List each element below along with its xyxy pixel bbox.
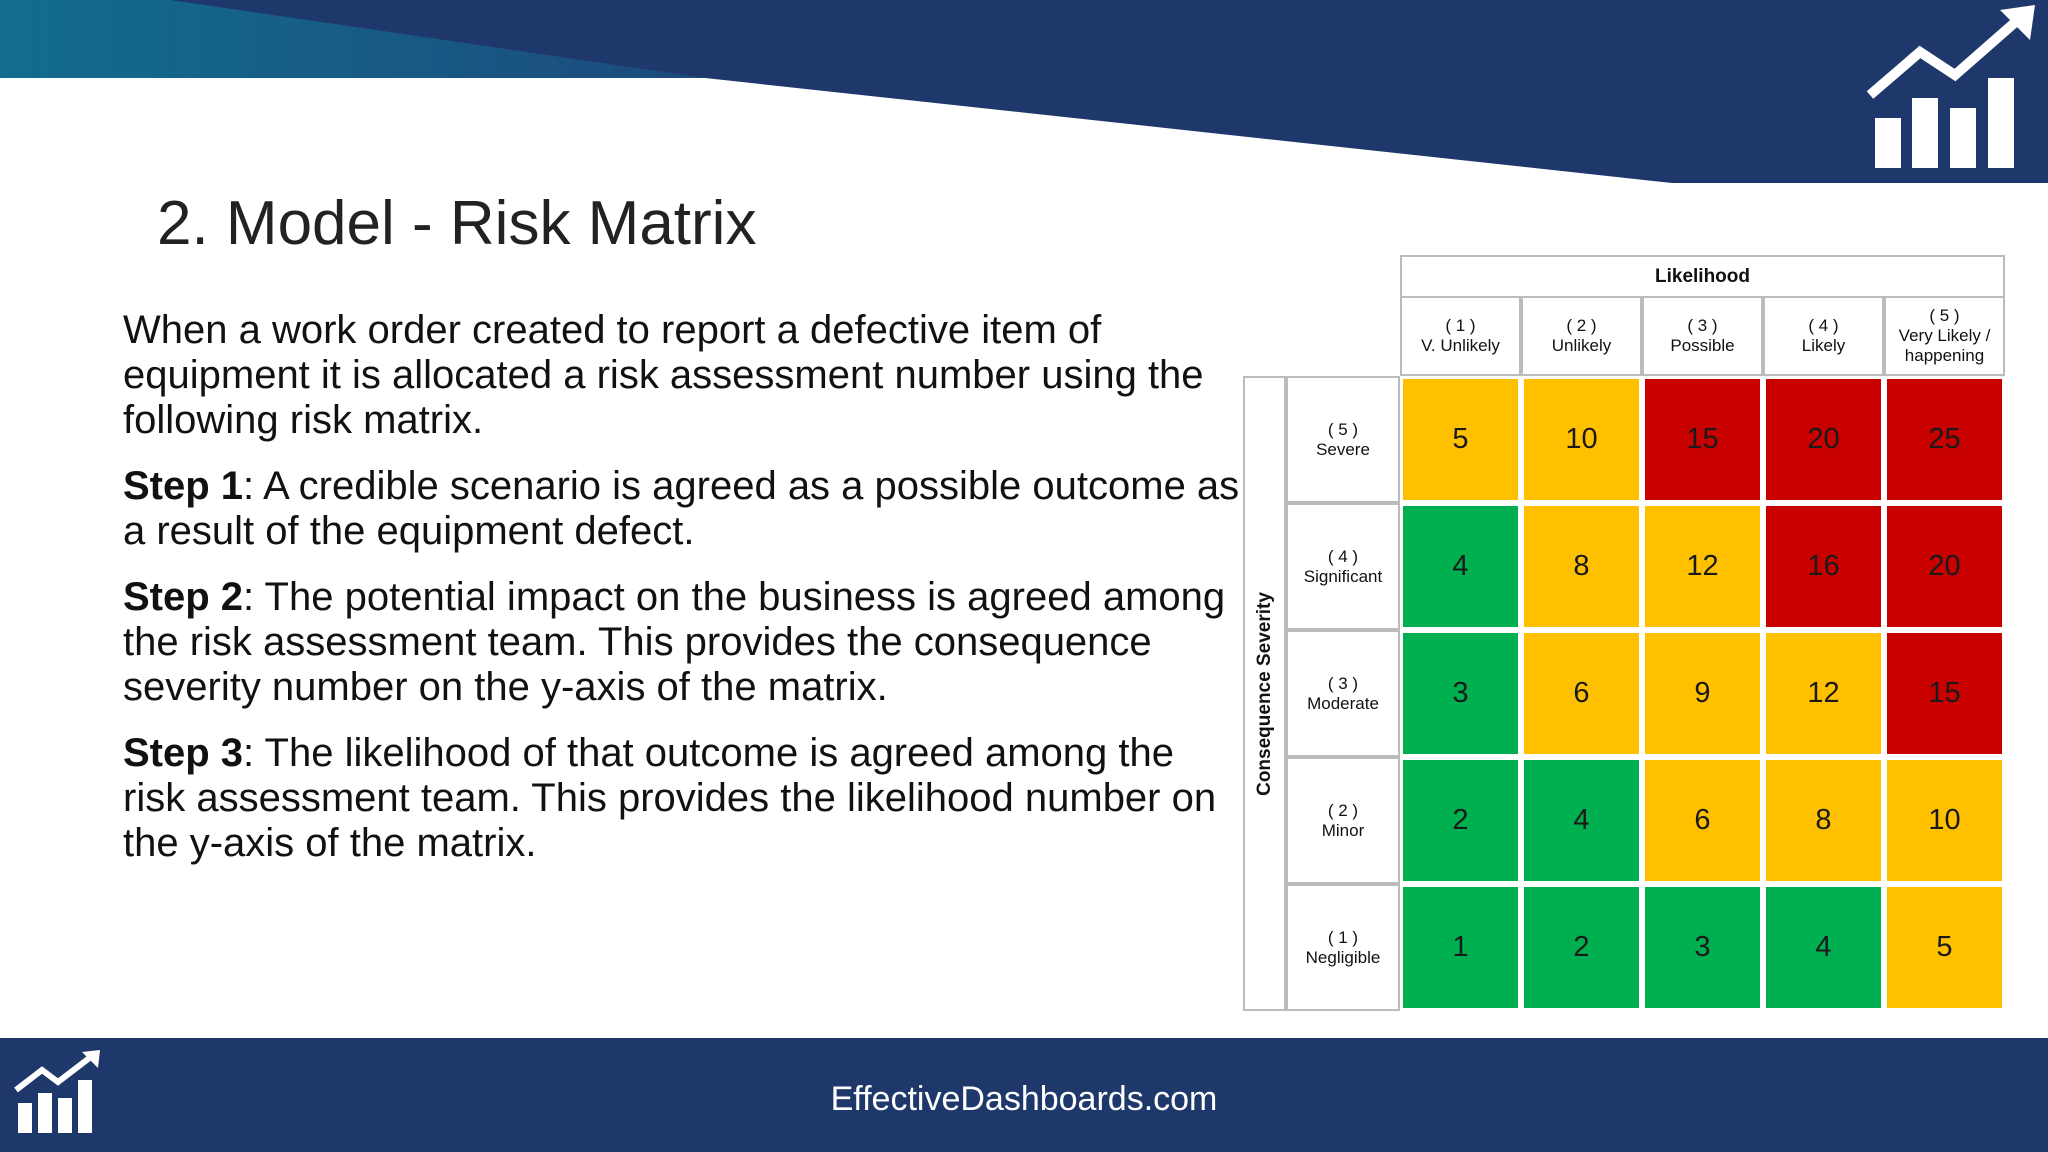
row-name: Minor	[1321, 820, 1365, 840]
row-number: ( 1 )	[1327, 927, 1359, 947]
risk-cell: 16	[1763, 503, 1884, 630]
column-number: ( 2 )	[1566, 316, 1597, 335]
column-number: ( 5 )	[1929, 306, 1960, 325]
risk-cell: 15	[1642, 376, 1763, 503]
step-label: Step 3	[123, 731, 244, 775]
row-name: Negligible	[1305, 947, 1381, 967]
column-name: Likely	[1801, 336, 1846, 355]
paragraph: Step 3: The likelihood of that outcome i…	[123, 731, 1243, 866]
row-name: Significant	[1303, 566, 1383, 586]
risk-cell: 1	[1400, 884, 1521, 1011]
paragraph: Step 2: The potential impact on the busi…	[123, 575, 1243, 710]
risk-cell: 2	[1521, 884, 1642, 1011]
row-label: ( 3 ) Moderate	[1286, 630, 1400, 757]
paragraph: When a work order created to report a de…	[123, 308, 1243, 443]
risk-cell: 3	[1642, 884, 1763, 1011]
row-label: ( 1 ) Negligible	[1286, 884, 1400, 1011]
step-label: Step 1	[123, 464, 244, 508]
risk-cell: 8	[1763, 757, 1884, 884]
column-number: ( 4 )	[1808, 316, 1839, 335]
risk-cell: 9	[1642, 630, 1763, 757]
risk-cell: 4	[1763, 884, 1884, 1011]
risk-cell: 8	[1521, 503, 1642, 630]
row-header-box: Consequence Severity	[1243, 376, 1286, 1011]
risk-cell: 5	[1884, 884, 2005, 1011]
footer-bar	[0, 1038, 2048, 1152]
column-label: ( 2 ) Unlikely	[1521, 296, 1642, 376]
row-number: ( 4 )	[1327, 546, 1359, 566]
header-banner	[0, 0, 2048, 183]
row-header: Consequence Severity	[1253, 591, 1275, 796]
row-name: Moderate	[1307, 693, 1379, 713]
risk-cell: 3	[1400, 630, 1521, 757]
paragraph-text: : The potential impact on the business i…	[123, 575, 1226, 709]
column-label: ( 1 ) V. Unlikely	[1400, 296, 1521, 376]
risk-cell: 25	[1884, 376, 2005, 503]
row-label: ( 4 ) Significant	[1286, 503, 1400, 630]
slide-title: 2. Model - Risk Matrix	[157, 189, 757, 258]
column-name: V. Unlikely	[1421, 336, 1500, 355]
row-number: ( 3 )	[1327, 673, 1359, 693]
risk-cell: 6	[1642, 757, 1763, 884]
row-label: ( 5 ) Severe	[1286, 376, 1400, 503]
column-name: Possible	[1670, 336, 1735, 355]
row-name: Severe	[1316, 439, 1370, 459]
risk-cell: 20	[1763, 376, 1884, 503]
column-label: ( 4 ) Likely	[1763, 296, 1884, 376]
risk-cell: 5	[1400, 376, 1521, 503]
column-number: ( 1 )	[1445, 316, 1476, 335]
row-number: ( 2 )	[1327, 800, 1359, 820]
row-number: ( 5 )	[1327, 419, 1359, 439]
footer-logo	[14, 1050, 100, 1133]
risk-cell: 2	[1400, 757, 1521, 884]
footer-text: EffectiveDashboards.com	[830, 1080, 1218, 1118]
risk-cell: 12	[1642, 503, 1763, 630]
column-header: Likelihood	[1400, 255, 2005, 298]
column-label: ( 5 ) Very Likely / happening	[1884, 296, 2005, 376]
risk-cell: 20	[1884, 503, 2005, 630]
risk-cell: 6	[1521, 630, 1642, 757]
risk-cell: 4	[1400, 503, 1521, 630]
risk-cell: 4	[1521, 757, 1642, 884]
body-text: When a work order created to report a de…	[123, 308, 1243, 887]
step-label: Step 2	[123, 575, 244, 619]
column-label: ( 3 ) Possible	[1642, 296, 1763, 376]
risk-cell: 15	[1884, 630, 2005, 757]
risk-cell: 10	[1884, 757, 2005, 884]
paragraph-text: When a work order created to report a de…	[123, 308, 1204, 442]
risk-cell: 12	[1763, 630, 1884, 757]
column-name: Unlikely	[1551, 336, 1612, 355]
column-number: ( 3 )	[1687, 316, 1718, 335]
column-name: Very Likely / happening	[1898, 326, 1991, 365]
risk-cell: 10	[1521, 376, 1642, 503]
paragraph: Step 1: A credible scenario is agreed as…	[123, 464, 1243, 554]
row-label: ( 2 ) Minor	[1286, 757, 1400, 884]
paragraph-text: : The likelihood of that outcome is agre…	[123, 731, 1217, 865]
paragraph-text: : A credible scenario is agreed as a pos…	[123, 464, 1240, 553]
